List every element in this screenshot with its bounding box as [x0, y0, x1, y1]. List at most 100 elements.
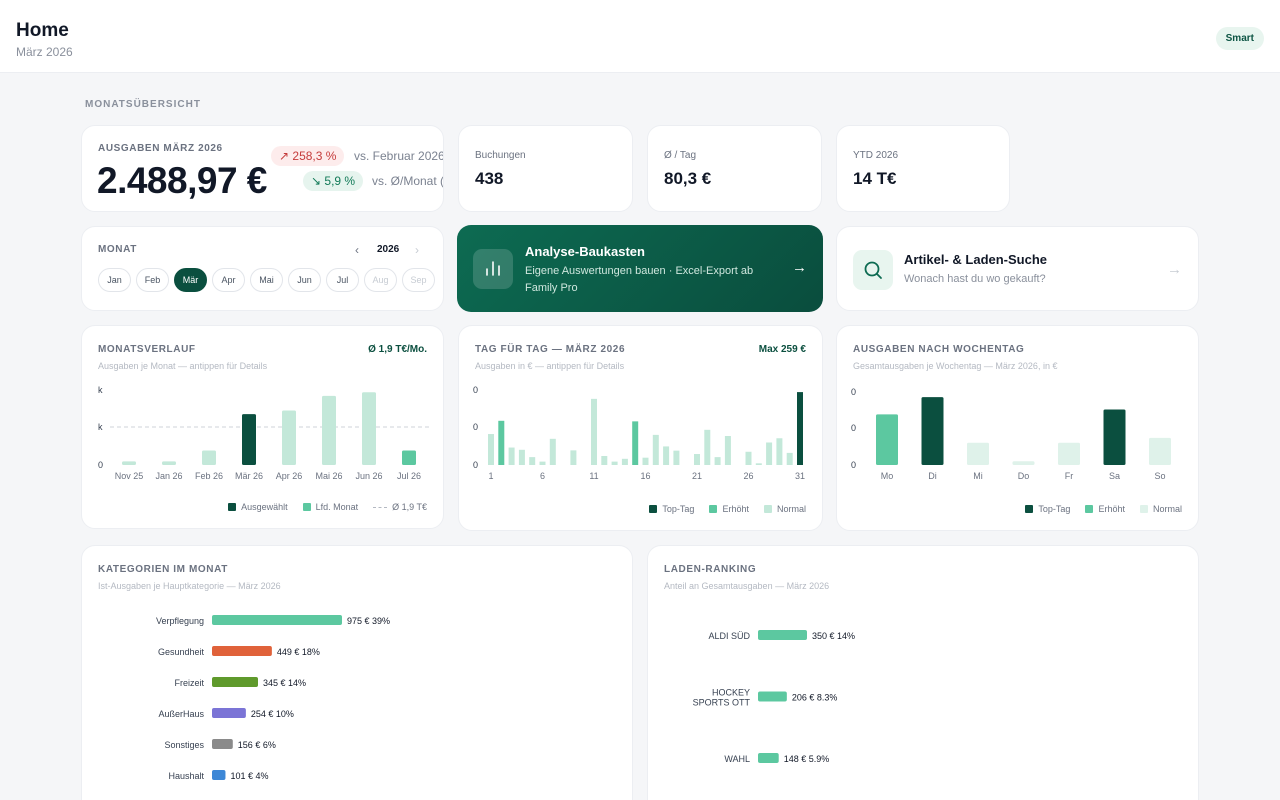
weekday-bar-sa[interactable]: [1103, 409, 1126, 466]
store-label: SPORTS OTT: [693, 698, 751, 708]
monthly-bar-chart[interactable]: k k 0 Nov 25 Jan 26 Feb 26 Mär 26 Apr 26 Mai 26 J…: [82, 376, 444, 516]
daily-chart-subtitle: Ausgaben in € — antippen für Details: [475, 361, 625, 371]
legend-current-swatch: [302, 503, 311, 511]
category-value-label: 449 € 18%: [277, 647, 320, 657]
category-label: Freizeit: [174, 678, 204, 688]
day-bar-28[interactable]: [766, 442, 773, 465]
x-tick-label: 21: [692, 471, 702, 481]
legend-high-swatch: [1085, 505, 1094, 513]
day-bar-1[interactable]: [488, 434, 494, 465]
day-bar-15[interactable]: [632, 421, 639, 465]
bar-jun-26[interactable]: [362, 392, 376, 465]
weekday-card[interactable]: AUSGABEN NACH WOCHENTAG Gesamtausgaben j…: [836, 325, 1199, 531]
analysis-title: Analyse-Baukasten: [525, 244, 645, 259]
article-store-search-card[interactable]: Artikel- & Laden-Suche Wonach hast du wo…: [836, 226, 1199, 311]
change-avg-text: vs. Ø/Monat (2,6: [372, 174, 444, 188]
store-label: HOCKEY: [712, 688, 750, 698]
page-subtitle: März 2026: [16, 45, 73, 59]
day-bar-2[interactable]: [498, 420, 505, 465]
day-bar-4[interactable]: [518, 449, 525, 465]
day-bar-29[interactable]: [776, 438, 783, 465]
day-bar-6[interactable]: [539, 461, 546, 465]
day-bar-18[interactable]: [663, 446, 670, 465]
month-button-mai[interactable]: Mai: [250, 268, 283, 292]
day-bar-22[interactable]: [704, 429, 711, 465]
kpi-bookings-card[interactable]: Buchungen 438: [458, 125, 633, 212]
store-bar-0[interactable]: [758, 630, 807, 640]
month-button-jul[interactable]: Jul: [326, 268, 359, 292]
store-bar-1[interactable]: [758, 691, 787, 702]
category-bar-5[interactable]: [212, 770, 226, 780]
weekday-bar-do[interactable]: [1012, 461, 1035, 465]
day-bar-16[interactable]: [642, 457, 649, 465]
next-year-button[interactable]: ›: [415, 243, 419, 257]
day-bar-27[interactable]: [755, 463, 762, 465]
x-tick-label: Nov 25: [115, 471, 144, 481]
bar-apr-26[interactable]: [282, 410, 296, 465]
month-button-feb[interactable]: Feb: [136, 268, 169, 292]
bar-jul-26[interactable]: [402, 450, 416, 465]
smart-mode-badge[interactable]: Smart: [1215, 27, 1264, 50]
day-bar-13[interactable]: [611, 461, 618, 465]
monthly-chart-title: MONATSVERLAUF: [98, 344, 196, 355]
weekday-bar-fr[interactable]: [1058, 442, 1080, 465]
weekday-bar-so[interactable]: [1149, 437, 1171, 465]
day-bar-19[interactable]: [673, 450, 680, 465]
day-bar-30[interactable]: [786, 452, 793, 465]
category-bar-1[interactable]: [212, 646, 272, 656]
store-value-label: 206 € 8.3%: [792, 693, 838, 703]
day-bar-12[interactable]: [601, 455, 608, 465]
categories-bar-chart[interactable]: Verpflegung 975 € 39% Gesundheit 449 € 18% F…: [82, 601, 633, 800]
day-bar-17[interactable]: [652, 434, 659, 465]
day-bar-14[interactable]: [621, 458, 628, 465]
legend-normal-swatch: [1139, 505, 1148, 513]
bar-nov-25[interactable]: [122, 461, 136, 465]
store-bar-2[interactable]: [758, 753, 779, 763]
monthly-avg-label: Ø 1,9 T€/Mo.: [368, 344, 427, 355]
month-button-apr[interactable]: Apr: [212, 268, 245, 292]
weekday-bar-mo[interactable]: [876, 414, 898, 465]
bar-feb-26[interactable]: [202, 450, 216, 465]
day-bar-7[interactable]: [549, 438, 556, 465]
kpi-per-day-card[interactable]: Ø / Tag 80,3 €: [647, 125, 822, 212]
day-bar-31[interactable]: [797, 392, 803, 465]
month-button-mär[interactable]: Mär: [174, 268, 207, 292]
monthly-trend-card[interactable]: MONATSVERLAUF Ø 1,9 T€/Mo. Ausgaben je M…: [81, 325, 444, 529]
bar-jan-26[interactable]: [162, 461, 176, 465]
analysis-builder-card[interactable]: Analyse-Baukasten Eigene Auswertungen ba…: [457, 225, 823, 312]
categories-card: KATEGORIEN IM MONAT Ist-Ausgaben je Haup…: [81, 545, 633, 800]
category-bar-2[interactable]: [212, 677, 258, 687]
kpi-ytd-card[interactable]: YTD 2026 14 T€: [836, 125, 1010, 212]
day-bar-26[interactable]: [745, 451, 752, 465]
daily-trend-card[interactable]: TAG FÜR TAG — MÄRZ 2026 Max 259 € Ausgab…: [458, 325, 823, 531]
bar-mai-26[interactable]: [322, 395, 336, 465]
x-tick-label: Apr 26: [276, 471, 303, 481]
spend-summary-card[interactable]: AUSGABEN MÄRZ 2026 2.488,97 € ↗ 258,3 % …: [81, 125, 444, 212]
month-button-jan[interactable]: Jan: [98, 268, 131, 292]
category-bar-0[interactable]: [212, 615, 342, 625]
year-label: 2026: [377, 244, 400, 255]
legend-avg-line: [373, 506, 388, 508]
category-bar-4[interactable]: [212, 739, 233, 749]
analysis-arrow-icon: →: [792, 259, 807, 276]
day-bar-23[interactable]: [714, 457, 721, 465]
month-button-jun[interactable]: Jun: [288, 268, 321, 292]
prev-year-button[interactable]: ‹: [355, 243, 359, 257]
y-tick-label: 0: [851, 387, 856, 397]
day-bar-11[interactable]: [591, 398, 597, 465]
day-bar-3[interactable]: [508, 447, 515, 465]
x-tick-label: Mo: [881, 471, 894, 481]
day-bar-5[interactable]: [529, 457, 536, 465]
bar-mär-26[interactable]: [242, 414, 256, 465]
change-prev-month-badge: ↗ 258,3 %: [271, 146, 345, 166]
day-bar-21[interactable]: [694, 454, 700, 465]
day-bar-24[interactable]: [724, 436, 731, 465]
category-bar-3[interactable]: [212, 708, 246, 718]
weekday-bar-chart[interactable]: 0 0 0 Mo Di Mi Do Fr Sa So: [837, 376, 1199, 486]
weekday-bar-mi[interactable]: [967, 442, 989, 465]
day-bar-9[interactable]: [570, 450, 577, 465]
month-picker-card: MONAT ‹ 2026 › Jan Feb Mär Apr Mai Jun Jul Aug S…: [81, 226, 444, 311]
weekday-bar-di[interactable]: [921, 397, 944, 465]
